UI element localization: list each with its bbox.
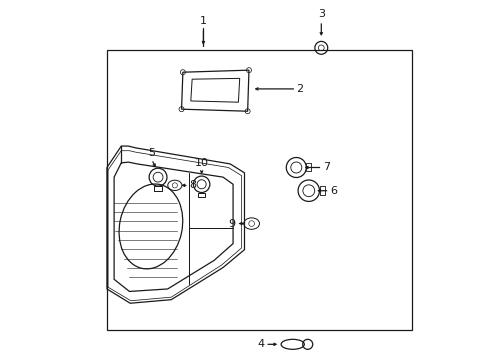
Text: 2: 2 (296, 84, 303, 94)
Text: 8: 8 (189, 180, 196, 190)
Text: 1: 1 (200, 16, 206, 26)
Text: 6: 6 (329, 186, 337, 196)
Bar (319, 186, 324, 195)
Bar (107, 50, 411, 330)
Text: 3: 3 (317, 9, 324, 19)
Text: 7: 7 (323, 162, 329, 172)
Text: 10: 10 (194, 158, 208, 168)
Text: 9: 9 (228, 219, 235, 229)
Bar (154, 186, 162, 191)
Bar (305, 163, 311, 171)
Text: 4: 4 (257, 339, 264, 349)
Text: 5: 5 (148, 148, 155, 158)
Bar (198, 193, 205, 197)
